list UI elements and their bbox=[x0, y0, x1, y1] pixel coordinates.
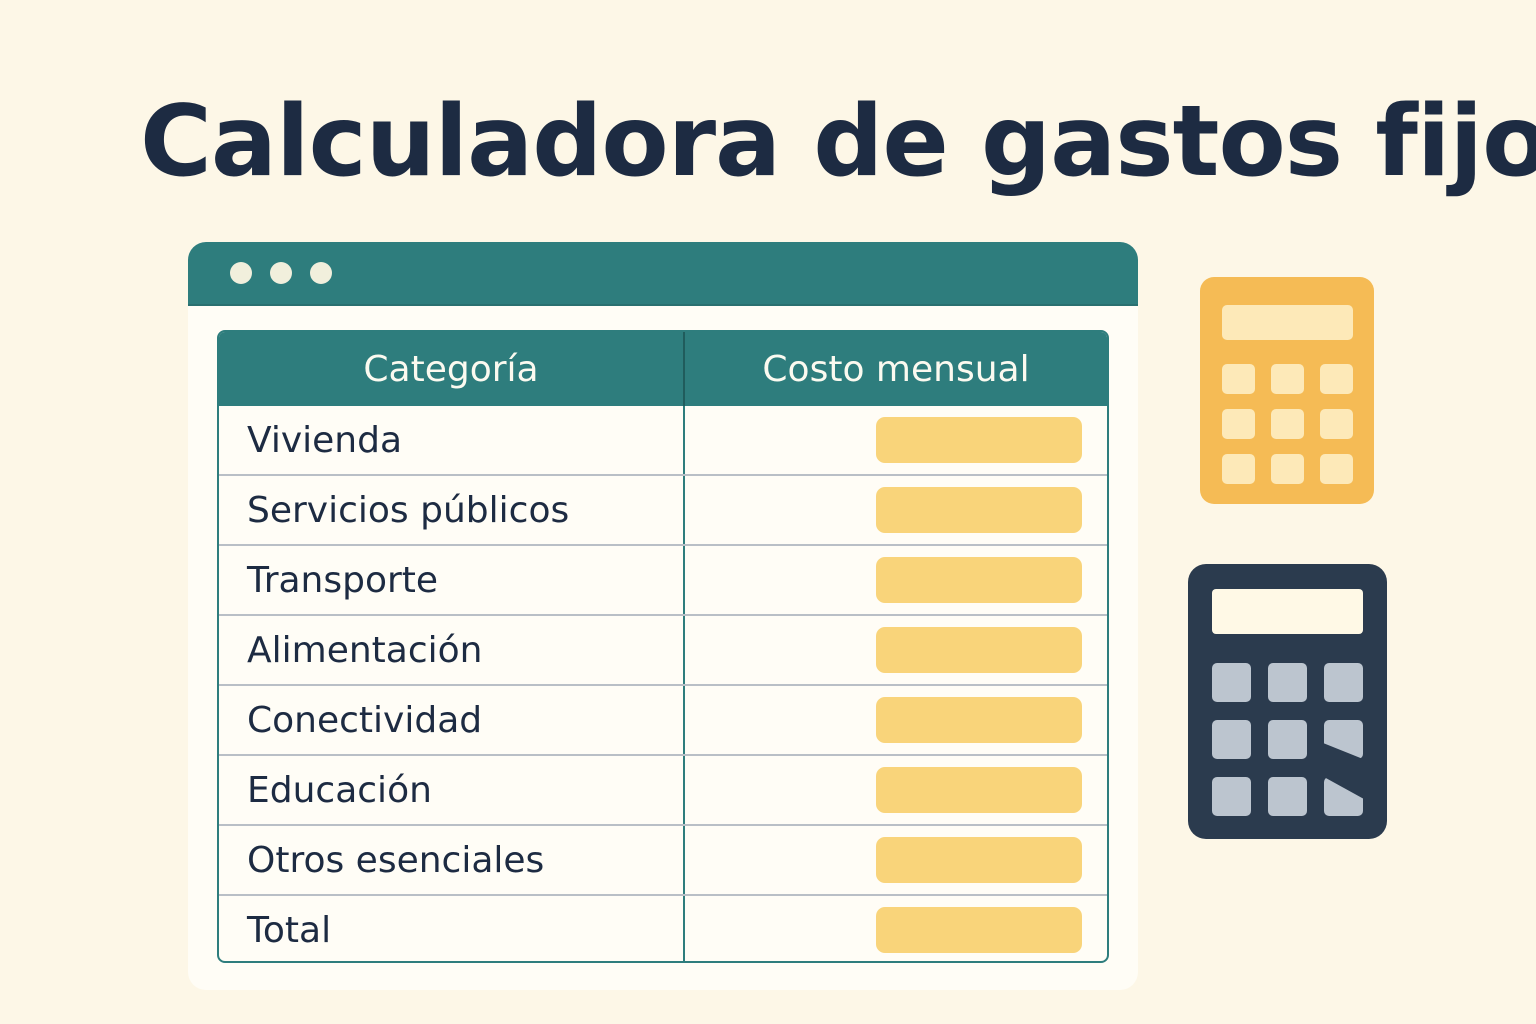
table-row: Otros esenciales bbox=[219, 824, 1107, 894]
table-row: Transporte bbox=[219, 544, 1107, 614]
value-cell bbox=[685, 406, 1107, 474]
calculator-key bbox=[1320, 454, 1353, 484]
column-header-category: Categoría bbox=[219, 332, 685, 406]
calculator-keypad bbox=[1212, 663, 1363, 816]
calculator-key bbox=[1324, 663, 1363, 702]
value-cell bbox=[685, 896, 1107, 961]
calculator-key bbox=[1222, 409, 1255, 439]
table-row: Conectividad bbox=[219, 684, 1107, 754]
calculator-screen bbox=[1212, 589, 1363, 634]
row-label-otros-esenciales: Otros esenciales bbox=[219, 826, 685, 894]
page-title: Calculadora de gastos fijos bbox=[140, 85, 1536, 199]
row-label-conectividad: Conectividad bbox=[219, 686, 685, 754]
table-row: Alimentación bbox=[219, 614, 1107, 684]
calculator-key bbox=[1222, 454, 1255, 484]
window-dot-icon[interactable] bbox=[230, 262, 252, 284]
row-label-alimentacion: Alimentación bbox=[219, 616, 685, 684]
calculator-key bbox=[1320, 364, 1353, 394]
calculator-keypad bbox=[1222, 364, 1353, 484]
column-header-monthly-cost: Costo mensual bbox=[762, 348, 1030, 390]
value-cell bbox=[685, 686, 1107, 754]
cost-input-servicios-publicos[interactable] bbox=[876, 487, 1082, 533]
cost-input-conectividad[interactable] bbox=[876, 697, 1082, 743]
total-field[interactable] bbox=[876, 907, 1082, 953]
row-label-transporte: Transporte bbox=[219, 546, 685, 614]
calculator-key bbox=[1324, 720, 1363, 759]
calculator-key bbox=[1212, 720, 1251, 759]
calculator-key bbox=[1268, 720, 1307, 759]
calculator-key bbox=[1271, 364, 1304, 394]
calculator-key bbox=[1271, 409, 1304, 439]
calculator-key bbox=[1271, 454, 1304, 484]
cost-input-otros-esenciales[interactable] bbox=[876, 837, 1082, 883]
table-header: Categoría Costo mensual bbox=[219, 332, 1107, 406]
row-label-vivienda: Vivienda bbox=[219, 406, 685, 474]
calculator-icon bbox=[1200, 277, 1374, 504]
table-row: Educación bbox=[219, 754, 1107, 824]
table-row: Servicios públicos bbox=[219, 474, 1107, 544]
table-row: Total bbox=[219, 894, 1107, 961]
table-row: Vivienda bbox=[219, 406, 1107, 474]
calculator-key bbox=[1324, 777, 1363, 816]
cost-input-vivienda[interactable] bbox=[876, 417, 1082, 463]
window-titlebar bbox=[188, 242, 1138, 306]
window-dot-icon[interactable] bbox=[310, 262, 332, 284]
spreadsheet-window: Categoría Costo mensual Vivienda Servici… bbox=[188, 242, 1138, 990]
value-cell bbox=[685, 756, 1107, 824]
cost-input-alimentacion[interactable] bbox=[876, 627, 1082, 673]
value-cell bbox=[685, 616, 1107, 684]
value-cell bbox=[685, 546, 1107, 614]
row-label-servicios-publicos: Servicios públicos bbox=[219, 476, 685, 544]
expenses-table: Categoría Costo mensual Vivienda Servici… bbox=[217, 330, 1109, 963]
value-cell bbox=[685, 826, 1107, 894]
calculator-key bbox=[1212, 777, 1251, 816]
cost-input-educacion[interactable] bbox=[876, 767, 1082, 813]
calculator-key bbox=[1268, 777, 1307, 816]
calculator-key bbox=[1222, 364, 1255, 394]
calculator-key bbox=[1268, 663, 1307, 702]
calculator-icon bbox=[1188, 564, 1387, 839]
window-dot-icon[interactable] bbox=[270, 262, 292, 284]
row-label-total: Total bbox=[219, 896, 685, 961]
calculator-key bbox=[1212, 663, 1251, 702]
table-body: Vivienda Servicios públicos Transporte bbox=[219, 406, 1107, 961]
row-label-educacion: Educación bbox=[219, 756, 685, 824]
value-cell bbox=[685, 476, 1107, 544]
calculator-key bbox=[1320, 409, 1353, 439]
cost-input-transporte[interactable] bbox=[876, 557, 1082, 603]
calculator-screen bbox=[1222, 305, 1353, 340]
